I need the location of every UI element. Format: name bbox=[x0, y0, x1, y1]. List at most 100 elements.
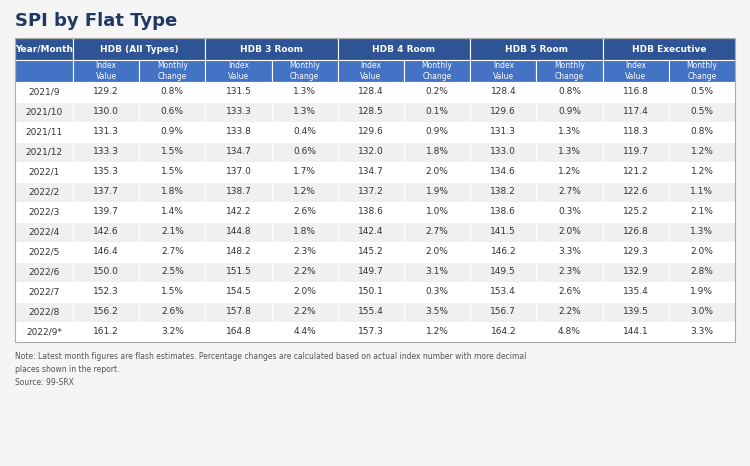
Text: 156.7: 156.7 bbox=[490, 308, 516, 316]
Text: 0.2%: 0.2% bbox=[426, 88, 448, 96]
Bar bbox=[338, 122, 404, 142]
Bar bbox=[338, 262, 404, 282]
Text: 2.1%: 2.1% bbox=[160, 227, 184, 237]
Text: 149.5: 149.5 bbox=[490, 267, 516, 276]
Bar bbox=[404, 82, 470, 102]
Bar bbox=[470, 142, 536, 162]
Bar bbox=[338, 162, 404, 182]
Text: 2022/4: 2022/4 bbox=[28, 227, 60, 237]
Text: 1.3%: 1.3% bbox=[293, 108, 316, 116]
Text: 154.5: 154.5 bbox=[226, 288, 251, 296]
Bar bbox=[404, 322, 470, 342]
Bar bbox=[536, 122, 602, 142]
Bar bbox=[536, 60, 602, 82]
Text: Monthly
Change: Monthly Change bbox=[686, 61, 717, 81]
Bar bbox=[536, 242, 602, 262]
Text: 0.3%: 0.3% bbox=[558, 207, 581, 217]
Bar bbox=[470, 182, 536, 202]
Text: 116.8: 116.8 bbox=[622, 88, 649, 96]
Bar bbox=[338, 182, 404, 202]
Text: Index
Value: Index Value bbox=[626, 61, 646, 81]
Bar bbox=[536, 262, 602, 282]
Bar bbox=[206, 222, 272, 242]
Text: 4.4%: 4.4% bbox=[293, 328, 316, 336]
Bar bbox=[140, 202, 206, 222]
Bar bbox=[15, 202, 73, 222]
Bar bbox=[73, 102, 140, 122]
Bar bbox=[602, 122, 669, 142]
Text: 3.5%: 3.5% bbox=[425, 308, 448, 316]
Text: 137.7: 137.7 bbox=[93, 187, 119, 197]
Text: 118.3: 118.3 bbox=[622, 128, 649, 137]
Bar bbox=[206, 102, 272, 122]
Text: 135.4: 135.4 bbox=[622, 288, 649, 296]
Bar bbox=[15, 142, 73, 162]
Text: 121.2: 121.2 bbox=[623, 167, 649, 177]
Bar bbox=[338, 102, 404, 122]
Text: 0.6%: 0.6% bbox=[160, 108, 184, 116]
Bar bbox=[602, 302, 669, 322]
Text: Monthly
Change: Monthly Change bbox=[422, 61, 452, 81]
Text: 146.4: 146.4 bbox=[93, 247, 119, 256]
Bar bbox=[404, 162, 470, 182]
Bar bbox=[73, 142, 140, 162]
Bar bbox=[206, 202, 272, 222]
Text: 1.2%: 1.2% bbox=[293, 187, 316, 197]
Bar bbox=[140, 182, 206, 202]
Text: 3.0%: 3.0% bbox=[691, 308, 713, 316]
Text: 134.6: 134.6 bbox=[490, 167, 516, 177]
Text: Index
Value: Index Value bbox=[228, 61, 249, 81]
Text: 2.3%: 2.3% bbox=[558, 267, 581, 276]
Bar bbox=[206, 242, 272, 262]
Text: 1.0%: 1.0% bbox=[425, 207, 448, 217]
Text: 2021/9: 2021/9 bbox=[28, 88, 60, 96]
Text: 1.5%: 1.5% bbox=[160, 167, 184, 177]
Text: 129.6: 129.6 bbox=[358, 128, 384, 137]
Text: 134.7: 134.7 bbox=[358, 167, 384, 177]
Bar bbox=[272, 202, 338, 222]
Text: 150.0: 150.0 bbox=[93, 267, 119, 276]
Bar bbox=[602, 222, 669, 242]
Bar bbox=[602, 322, 669, 342]
Bar bbox=[669, 262, 735, 282]
Text: 135.3: 135.3 bbox=[93, 167, 119, 177]
Text: 2022/6: 2022/6 bbox=[28, 267, 60, 276]
Bar bbox=[73, 162, 140, 182]
Text: 137.0: 137.0 bbox=[226, 167, 251, 177]
Text: 132.9: 132.9 bbox=[622, 267, 649, 276]
Bar bbox=[470, 162, 536, 182]
Text: 2.1%: 2.1% bbox=[691, 207, 713, 217]
Bar bbox=[15, 38, 73, 60]
Text: 1.2%: 1.2% bbox=[691, 167, 713, 177]
Bar bbox=[272, 242, 338, 262]
Text: 125.2: 125.2 bbox=[623, 207, 649, 217]
Bar bbox=[73, 38, 206, 60]
Text: 144.1: 144.1 bbox=[623, 328, 649, 336]
Text: 0.9%: 0.9% bbox=[558, 108, 581, 116]
Bar bbox=[206, 122, 272, 142]
Text: Note: Latest month figures are flash estimates. Percentage changes are calculate: Note: Latest month figures are flash est… bbox=[15, 352, 526, 374]
Bar bbox=[338, 82, 404, 102]
Text: 139.5: 139.5 bbox=[622, 308, 649, 316]
Text: 1.3%: 1.3% bbox=[293, 88, 316, 96]
Text: 151.5: 151.5 bbox=[226, 267, 251, 276]
Bar bbox=[140, 222, 206, 242]
Text: 1.3%: 1.3% bbox=[558, 148, 581, 157]
Bar bbox=[404, 242, 470, 262]
Text: 2.7%: 2.7% bbox=[426, 227, 448, 237]
Bar bbox=[536, 102, 602, 122]
Text: HDB 4 Room: HDB 4 Room bbox=[373, 44, 436, 54]
Bar bbox=[140, 242, 206, 262]
Bar bbox=[669, 60, 735, 82]
Bar bbox=[73, 322, 140, 342]
Bar bbox=[272, 60, 338, 82]
Bar bbox=[470, 242, 536, 262]
Text: 129.6: 129.6 bbox=[490, 108, 516, 116]
Text: 2.3%: 2.3% bbox=[293, 247, 316, 256]
Text: 130.0: 130.0 bbox=[93, 108, 119, 116]
Bar bbox=[272, 82, 338, 102]
Text: 152.3: 152.3 bbox=[93, 288, 119, 296]
Text: 0.9%: 0.9% bbox=[425, 128, 448, 137]
Text: 2.0%: 2.0% bbox=[293, 288, 316, 296]
Text: 0.1%: 0.1% bbox=[425, 108, 448, 116]
